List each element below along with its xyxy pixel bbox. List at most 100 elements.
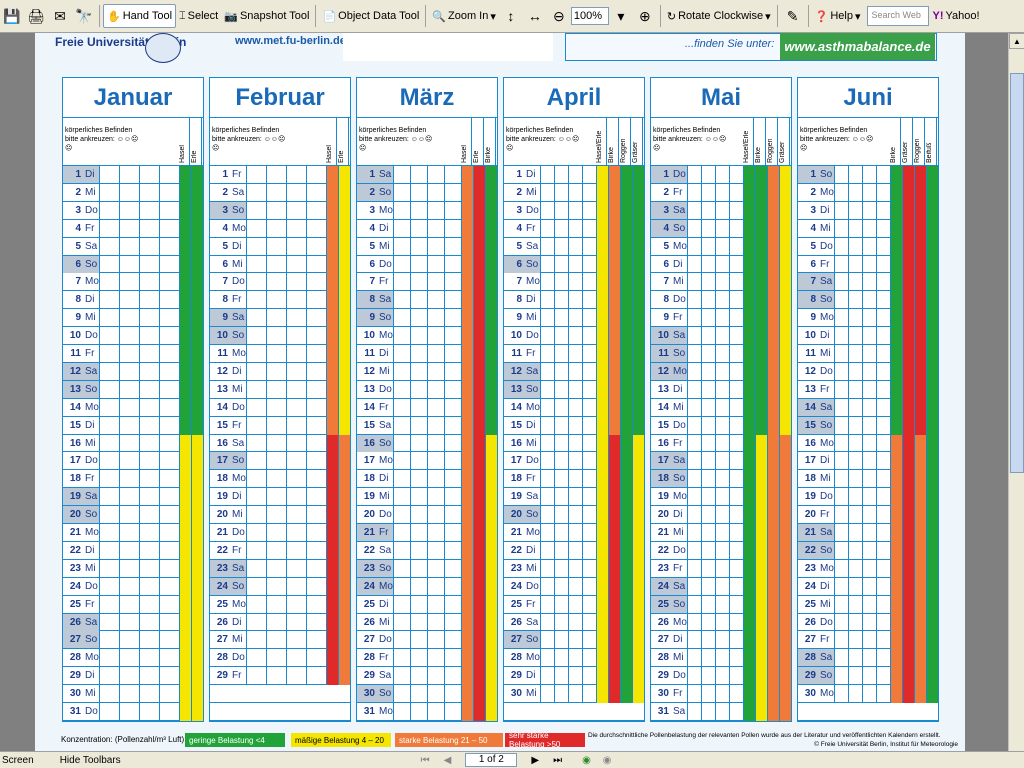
wellbeing-checkbox[interactable] xyxy=(715,362,729,381)
wellbeing-checkbox[interactable] xyxy=(834,327,848,346)
wellbeing-checkbox[interactable] xyxy=(834,345,848,363)
day-row[interactable]: 2 Fr xyxy=(651,183,791,202)
wellbeing-checkbox[interactable] xyxy=(568,667,582,686)
wellbeing-checkbox[interactable] xyxy=(834,613,848,632)
day-row[interactable]: 21 Mi xyxy=(651,524,791,542)
wellbeing-checkbox[interactable] xyxy=(687,667,701,686)
wellbeing-checkbox[interactable] xyxy=(568,327,582,346)
wellbeing-checkbox[interactable] xyxy=(393,398,410,417)
wellbeing-checkbox[interactable] xyxy=(99,488,119,507)
wellbeing-checkbox[interactable] xyxy=(862,183,876,202)
wellbeing-checkbox[interactable] xyxy=(444,255,461,274)
wellbeing-checkbox[interactable] xyxy=(715,488,729,507)
wellbeing-checkbox[interactable] xyxy=(119,685,139,704)
wellbeing-checkbox[interactable] xyxy=(701,541,715,560)
wellbeing-checkbox[interactable] xyxy=(834,631,848,650)
day-row[interactable]: 6 So xyxy=(504,255,644,274)
day-row[interactable]: 25 Fr xyxy=(504,595,644,614)
wellbeing-checkbox[interactable] xyxy=(119,667,139,686)
wellbeing-checkbox[interactable] xyxy=(582,631,596,650)
day-row[interactable]: 18 Mo xyxy=(210,470,350,489)
wellbeing-checkbox[interactable] xyxy=(876,541,890,560)
wellbeing-checkbox[interactable] xyxy=(393,183,410,202)
wellbeing-checkbox[interactable] xyxy=(687,470,701,489)
day-row[interactable]: 28 Sa xyxy=(798,649,938,668)
wellbeing-checkbox[interactable] xyxy=(701,470,715,489)
wellbeing-checkbox[interactable] xyxy=(701,273,715,292)
wellbeing-checkbox[interactable] xyxy=(848,345,862,363)
wellbeing-checkbox[interactable] xyxy=(139,595,159,614)
email-icon[interactable]: ✉ xyxy=(54,7,66,24)
day-row[interactable]: 4 Di xyxy=(357,219,497,238)
wellbeing-checkbox[interactable] xyxy=(687,273,701,292)
wellbeing-checkbox[interactable] xyxy=(266,183,286,202)
wellbeing-checkbox[interactable] xyxy=(444,380,461,399)
wellbeing-checkbox[interactable] xyxy=(393,219,410,238)
wellbeing-checkbox[interactable] xyxy=(582,273,596,292)
wellbeing-checkbox[interactable] xyxy=(306,452,326,471)
last-page-icon[interactable]: ⏭ xyxy=(553,754,563,766)
wellbeing-checkbox[interactable] xyxy=(286,219,306,238)
wellbeing-checkbox[interactable] xyxy=(701,524,715,542)
day-row[interactable]: 23 Mi xyxy=(63,559,203,578)
day-row[interactable]: 2 Sa xyxy=(210,183,350,202)
wellbeing-checkbox[interactable] xyxy=(306,201,326,220)
wellbeing-checkbox[interactable] xyxy=(848,309,862,328)
wellbeing-checkbox[interactable] xyxy=(266,613,286,632)
wellbeing-checkbox[interactable] xyxy=(848,327,862,346)
wellbeing-checkbox[interactable] xyxy=(834,201,848,220)
wellbeing-checkbox[interactable] xyxy=(848,219,862,238)
wellbeing-checkbox[interactable] xyxy=(139,237,159,256)
wellbeing-checkbox[interactable] xyxy=(444,667,461,686)
day-row[interactable]: 10 Sa xyxy=(651,327,791,346)
day-row[interactable]: 19 Di xyxy=(210,488,350,507)
wellbeing-checkbox[interactable] xyxy=(427,345,444,363)
day-row[interactable]: 28 Do xyxy=(210,649,350,668)
vertical-scrollbar[interactable]: ▲ xyxy=(1008,33,1024,751)
wellbeing-checkbox[interactable] xyxy=(582,667,596,686)
day-row[interactable]: 7 Do xyxy=(210,273,350,292)
day-row[interactable]: 29 Di xyxy=(504,667,644,686)
wellbeing-checkbox[interactable] xyxy=(715,452,729,471)
day-row[interactable]: 29 Di xyxy=(63,667,203,686)
wellbeing-checkbox[interactable] xyxy=(139,273,159,292)
wellbeing-checkbox[interactable] xyxy=(554,434,568,453)
wellbeing-checkbox[interactable] xyxy=(582,219,596,238)
wellbeing-checkbox[interactable] xyxy=(266,201,286,220)
wellbeing-checkbox[interactable] xyxy=(139,524,159,542)
wellbeing-checkbox[interactable] xyxy=(582,255,596,274)
wellbeing-checkbox[interactable] xyxy=(286,201,306,220)
day-row[interactable]: 23 Mo xyxy=(798,559,938,578)
wellbeing-checkbox[interactable] xyxy=(159,595,179,614)
day-row[interactable]: 23 Fr xyxy=(651,559,791,578)
wellbeing-checkbox[interactable] xyxy=(582,345,596,363)
wellbeing-checkbox[interactable] xyxy=(119,703,139,721)
wellbeing-checkbox[interactable] xyxy=(286,362,306,381)
wellbeing-checkbox[interactable] xyxy=(444,613,461,632)
wellbeing-checkbox[interactable] xyxy=(876,488,890,507)
day-row[interactable]: 16 Sa xyxy=(210,434,350,453)
wellbeing-checkbox[interactable] xyxy=(876,577,890,596)
wellbeing-checkbox[interactable] xyxy=(701,219,715,238)
day-row[interactable]: 31 Do xyxy=(63,703,203,721)
wellbeing-checkbox[interactable] xyxy=(862,255,876,274)
wellbeing-checkbox[interactable] xyxy=(701,577,715,596)
wellbeing-checkbox[interactable] xyxy=(444,183,461,202)
day-row[interactable]: 20 Mi xyxy=(210,506,350,525)
wellbeing-checkbox[interactable] xyxy=(159,577,179,596)
zoom-dropdown-icon[interactable]: ▾ xyxy=(617,7,625,24)
wellbeing-checkbox[interactable] xyxy=(834,524,848,542)
wellbeing-checkbox[interactable] xyxy=(246,667,266,686)
day-row[interactable]: 31 Sa xyxy=(651,703,791,721)
wellbeing-checkbox[interactable] xyxy=(701,506,715,525)
wellbeing-checkbox[interactable] xyxy=(159,398,179,417)
wellbeing-checkbox[interactable] xyxy=(393,237,410,256)
wellbeing-checkbox[interactable] xyxy=(99,452,119,471)
wellbeing-checkbox[interactable] xyxy=(119,470,139,489)
wellbeing-checkbox[interactable] xyxy=(99,237,119,256)
day-row[interactable]: 24 Sa xyxy=(651,577,791,596)
wellbeing-checkbox[interactable] xyxy=(554,327,568,346)
wellbeing-checkbox[interactable] xyxy=(159,309,179,328)
wellbeing-checkbox[interactable] xyxy=(286,398,306,417)
wellbeing-checkbox[interactable] xyxy=(246,416,266,435)
